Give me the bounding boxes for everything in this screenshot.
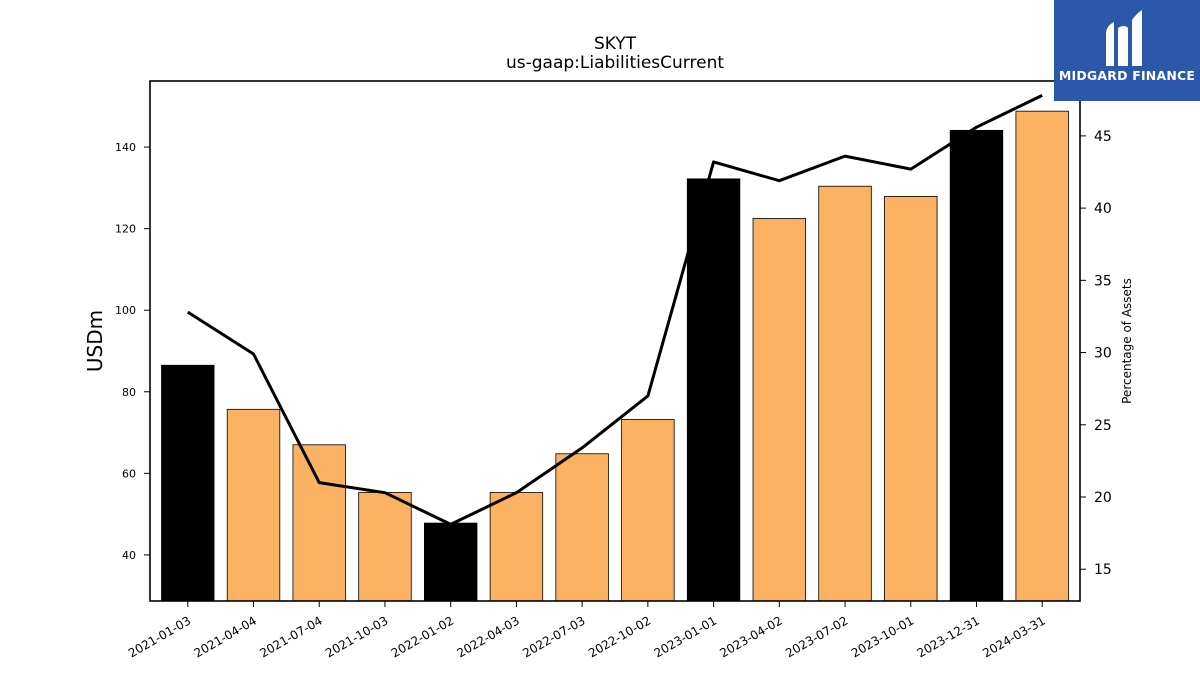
y2-axis-label: Percentage of Assets xyxy=(1120,278,1134,404)
y2-tick-label: 15 xyxy=(1094,562,1112,578)
plot-frame xyxy=(149,80,1081,602)
bar xyxy=(752,218,807,602)
x-tick-label: 2023-04-02 xyxy=(717,613,784,660)
line-series xyxy=(186,94,1043,526)
bar xyxy=(292,444,346,602)
bar xyxy=(423,522,478,602)
bar xyxy=(161,364,215,602)
y2-tick-label: 20 xyxy=(1094,490,1112,506)
x-tick-label: 2022-01-02 xyxy=(389,613,456,660)
y-axis-label: USDm xyxy=(83,310,107,372)
y2-tick-label: 40 xyxy=(1094,201,1112,217)
x-tick-label: 2024-03-31 xyxy=(980,613,1047,660)
y-tick-label: 60 xyxy=(122,467,136,480)
y-tick-label: 140 xyxy=(115,141,136,154)
x-tick-label: 2022-04-03 xyxy=(455,613,522,660)
x-tick-label: 2021-10-03 xyxy=(323,613,390,660)
y-tick-label: 80 xyxy=(122,386,136,399)
bar xyxy=(884,196,938,602)
x-tick-label: 2023-10-01 xyxy=(849,613,916,660)
x-tick-label: 2023-07-02 xyxy=(783,613,850,660)
bar xyxy=(949,129,1004,602)
x-tick-label: 2023-12-31 xyxy=(915,613,982,660)
bar xyxy=(358,492,412,602)
chart-subtitle: us-gaap:LiabilitiesCurrent xyxy=(506,53,724,73)
y-tick-label: 100 xyxy=(115,304,136,317)
brand-logo: MIDGARD FINANCE xyxy=(1054,0,1200,101)
y2-tick-label: 30 xyxy=(1094,346,1112,362)
logo-text: MIDGARD FINANCE xyxy=(1058,68,1196,83)
line-path xyxy=(186,94,1043,526)
bar-series xyxy=(161,110,1069,602)
x-tick-label: 2022-10-02 xyxy=(586,613,653,660)
x-tick-label: 2021-04-04 xyxy=(192,613,259,660)
chart-title: SKYT xyxy=(594,34,637,54)
x-tick-label: 2021-01-03 xyxy=(126,613,193,660)
logo-mark-icon xyxy=(1106,10,1142,66)
bar xyxy=(489,492,544,602)
bar xyxy=(226,408,281,602)
y-tick-label: 120 xyxy=(115,223,136,236)
bar xyxy=(1015,110,1069,602)
y2-tick-label: 35 xyxy=(1094,273,1112,289)
y-tick-label: 40 xyxy=(122,549,136,562)
bar xyxy=(555,453,609,602)
bar xyxy=(818,185,872,602)
x-tick-label: 2021-07-04 xyxy=(257,613,324,660)
y2-tick-label: 25 xyxy=(1094,418,1112,434)
x-tick-label: 2022-07-03 xyxy=(520,613,587,660)
y2-tick-label: 45 xyxy=(1094,129,1112,145)
bar xyxy=(686,178,741,602)
bar xyxy=(621,419,675,602)
x-tick-label: 2023-01-01 xyxy=(652,613,719,660)
